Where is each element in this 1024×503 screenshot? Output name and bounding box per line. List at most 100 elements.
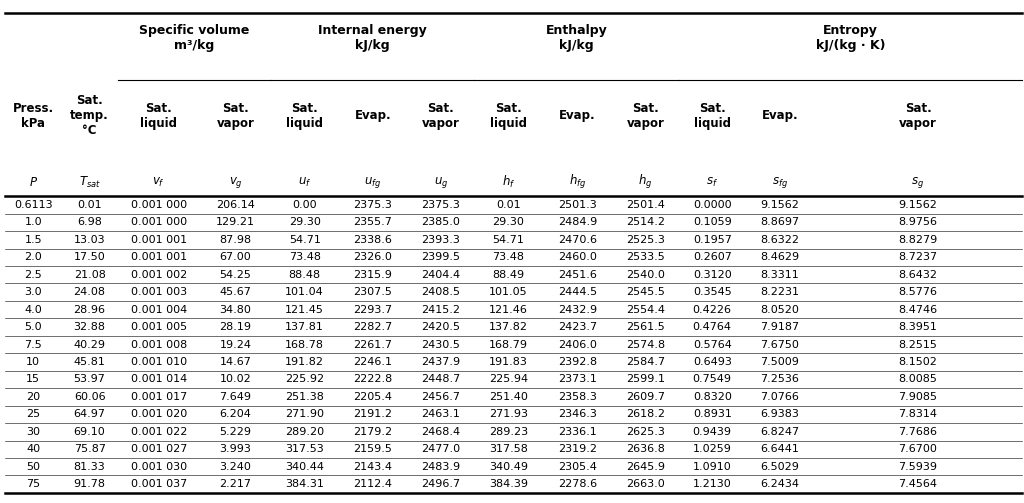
Text: 91.78: 91.78 <box>74 479 105 489</box>
Text: 2336.1: 2336.1 <box>558 427 597 437</box>
Text: 191.82: 191.82 <box>285 357 325 367</box>
Text: 0.6113: 0.6113 <box>14 200 52 210</box>
Text: 340.49: 340.49 <box>488 462 528 472</box>
Text: 2451.6: 2451.6 <box>558 270 597 280</box>
Text: Sat.
liquid: Sat. liquid <box>489 102 527 130</box>
Text: 54.71: 54.71 <box>493 235 524 245</box>
Text: 8.0085: 8.0085 <box>899 374 937 384</box>
Text: 168.78: 168.78 <box>285 340 325 350</box>
Text: 2574.8: 2574.8 <box>626 340 666 350</box>
Text: 54.71: 54.71 <box>289 235 321 245</box>
Text: 2408.5: 2408.5 <box>421 287 461 297</box>
Text: 2191.2: 2191.2 <box>353 409 392 420</box>
Text: 67.00: 67.00 <box>219 253 252 262</box>
Text: 28.19: 28.19 <box>219 322 252 332</box>
Text: 7.5009: 7.5009 <box>761 357 799 367</box>
Text: 2338.6: 2338.6 <box>353 235 392 245</box>
Text: 2514.2: 2514.2 <box>626 217 666 227</box>
Text: 317.58: 317.58 <box>489 444 527 454</box>
Text: Sat.
vapor: Sat. vapor <box>899 102 937 130</box>
Text: 2599.1: 2599.1 <box>626 374 666 384</box>
Text: 225.92: 225.92 <box>285 374 325 384</box>
Text: $s_f$: $s_f$ <box>707 176 718 189</box>
Text: 0.001 037: 0.001 037 <box>131 479 186 489</box>
Text: 8.2231: 8.2231 <box>760 287 800 297</box>
Text: 54.25: 54.25 <box>219 270 252 280</box>
Text: $T_{sat}$: $T_{sat}$ <box>79 175 100 190</box>
Text: 8.8279: 8.8279 <box>898 235 938 245</box>
Text: 0.001 020: 0.001 020 <box>131 409 186 420</box>
Text: 7.2536: 7.2536 <box>761 374 799 384</box>
Text: 40.29: 40.29 <box>74 340 105 350</box>
Text: 2448.7: 2448.7 <box>421 374 461 384</box>
Text: 225.94: 225.94 <box>488 374 528 384</box>
Text: 7.5939: 7.5939 <box>898 462 938 472</box>
Text: 2179.2: 2179.2 <box>353 427 392 437</box>
Text: 2319.2: 2319.2 <box>558 444 597 454</box>
Text: $s_{fg}$: $s_{fg}$ <box>772 175 787 190</box>
Text: 2385.0: 2385.0 <box>422 217 460 227</box>
Text: Sat.
vapor: Sat. vapor <box>422 102 460 130</box>
Text: 137.82: 137.82 <box>488 322 528 332</box>
Text: 121.45: 121.45 <box>286 305 324 315</box>
Text: 129.21: 129.21 <box>216 217 255 227</box>
Text: 9.1562: 9.1562 <box>899 200 937 210</box>
Text: $u_f$: $u_f$ <box>298 176 311 189</box>
Text: 271.90: 271.90 <box>285 409 325 420</box>
Text: Evap.: Evap. <box>762 109 798 122</box>
Text: 8.0520: 8.0520 <box>761 305 799 315</box>
Text: 81.33: 81.33 <box>74 462 105 472</box>
Text: 2432.9: 2432.9 <box>558 305 597 315</box>
Text: 2278.6: 2278.6 <box>558 479 597 489</box>
Text: 87.98: 87.98 <box>219 235 252 245</box>
Text: 50: 50 <box>27 462 40 472</box>
Text: 2222.8: 2222.8 <box>353 374 392 384</box>
Text: 2143.4: 2143.4 <box>353 462 392 472</box>
Text: 0.001 008: 0.001 008 <box>131 340 186 350</box>
Text: 8.4629: 8.4629 <box>760 253 800 262</box>
Text: 34.80: 34.80 <box>219 305 252 315</box>
Text: Entropy
kJ/(kg · K): Entropy kJ/(kg · K) <box>816 24 885 52</box>
Text: 0.6493: 0.6493 <box>693 357 731 367</box>
Text: 6.8247: 6.8247 <box>760 427 800 437</box>
Text: 251.40: 251.40 <box>489 392 527 402</box>
Text: Evap.: Evap. <box>354 109 391 122</box>
Text: 28.96: 28.96 <box>74 305 105 315</box>
Text: 0.7549: 0.7549 <box>692 374 732 384</box>
Text: 8.5776: 8.5776 <box>898 287 938 297</box>
Text: 0.9439: 0.9439 <box>692 427 732 437</box>
Text: Sat.
liquid: Sat. liquid <box>140 102 177 130</box>
Text: 53.97: 53.97 <box>74 374 105 384</box>
Text: $h_{fg}$: $h_{fg}$ <box>569 173 586 191</box>
Text: 0.5764: 0.5764 <box>693 340 731 350</box>
Text: 0.001 000: 0.001 000 <box>131 200 186 210</box>
Text: 0.001 017: 0.001 017 <box>131 392 186 402</box>
Text: 0.001 022: 0.001 022 <box>130 427 187 437</box>
Text: $P$: $P$ <box>29 176 38 189</box>
Text: 1.0259: 1.0259 <box>693 444 731 454</box>
Text: 8.6322: 8.6322 <box>760 235 800 245</box>
Text: 40: 40 <box>27 444 40 454</box>
Text: 2430.5: 2430.5 <box>422 340 460 350</box>
Text: 2393.3: 2393.3 <box>422 235 460 245</box>
Text: 0.001 002: 0.001 002 <box>131 270 186 280</box>
Text: 73.48: 73.48 <box>493 253 524 262</box>
Text: 121.46: 121.46 <box>489 305 527 315</box>
Text: 25: 25 <box>27 409 40 420</box>
Text: 8.3951: 8.3951 <box>899 322 937 332</box>
Text: 2460.0: 2460.0 <box>558 253 597 262</box>
Text: 2545.5: 2545.5 <box>627 287 665 297</box>
Text: 168.79: 168.79 <box>488 340 528 350</box>
Text: 0.8931: 0.8931 <box>693 409 731 420</box>
Text: 2261.7: 2261.7 <box>353 340 392 350</box>
Text: 2315.9: 2315.9 <box>353 270 392 280</box>
Text: 2404.4: 2404.4 <box>421 270 461 280</box>
Text: 340.44: 340.44 <box>285 462 325 472</box>
Text: 2561.5: 2561.5 <box>627 322 665 332</box>
Text: 101.05: 101.05 <box>489 287 527 297</box>
Text: 8.6432: 8.6432 <box>898 270 938 280</box>
Text: 75: 75 <box>27 479 40 489</box>
Text: 2468.4: 2468.4 <box>421 427 461 437</box>
Text: 2112.4: 2112.4 <box>353 479 392 489</box>
Text: 2444.5: 2444.5 <box>558 287 597 297</box>
